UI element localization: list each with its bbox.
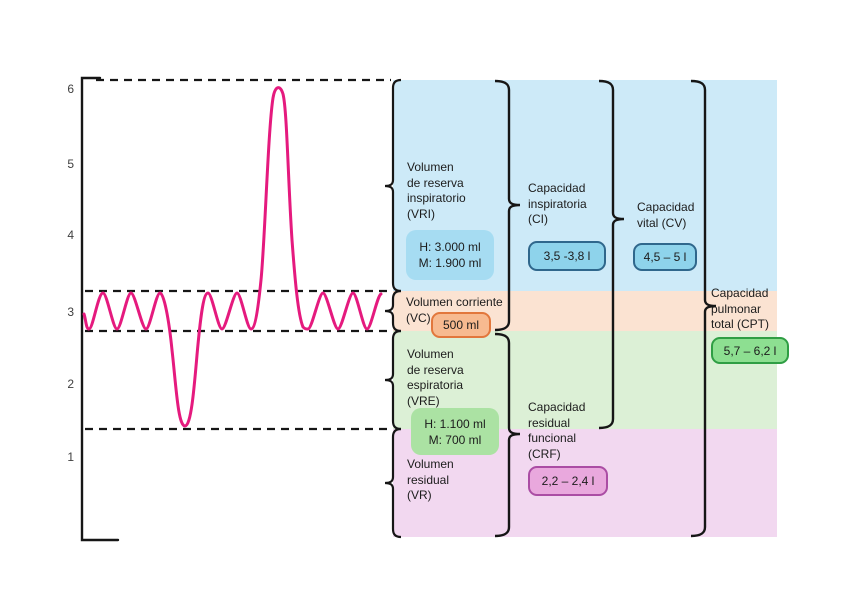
cpt-value-box: 5,7 – 6,2 l (711, 337, 789, 364)
vre-label: Volumen de reserva espiratoria (VRE) (407, 347, 464, 408)
ci-value-box: 3,5 -3,8 l (528, 241, 606, 271)
y-axis-tick-3: 3 (67, 305, 74, 319)
y-axis-tick-5: 5 (67, 157, 74, 171)
crf-label: Capacidad residual funcional (CRF) (528, 400, 586, 461)
ci-label: Capacidad inspiratoria (CI) (528, 181, 587, 226)
y-axis-tick-4: 4 (67, 228, 74, 242)
vri-label: Volumen de reserva inspiratorio (VRI) (407, 160, 466, 221)
spirogram-trace (82, 86, 383, 428)
vc-label: Volumen corriente (VC) (406, 295, 503, 325)
y-axis-tick-1: 1 (67, 450, 74, 464)
crf-value-box: 2,2 – 2,4 l (528, 466, 608, 496)
vr-label: Volumen residual (VR) (407, 457, 454, 502)
vc-value-box: 500 ml (431, 312, 491, 338)
y-axis-tick-2: 2 (67, 377, 74, 391)
y-axis-tick-6: 6 (67, 82, 74, 96)
cv-value-box: 4,5 – 5 l (633, 243, 697, 271)
cv-label: Capacidad vital (CV) (637, 200, 695, 230)
vri-value-box: H: 3.000 ml M: 1.900 ml (406, 230, 494, 280)
cpt-label: Capacidad pulmonar total (CPT) (711, 286, 770, 331)
vre-value-box: H: 1.100 ml M: 700 ml (411, 408, 499, 455)
y-axis (80, 76, 120, 542)
